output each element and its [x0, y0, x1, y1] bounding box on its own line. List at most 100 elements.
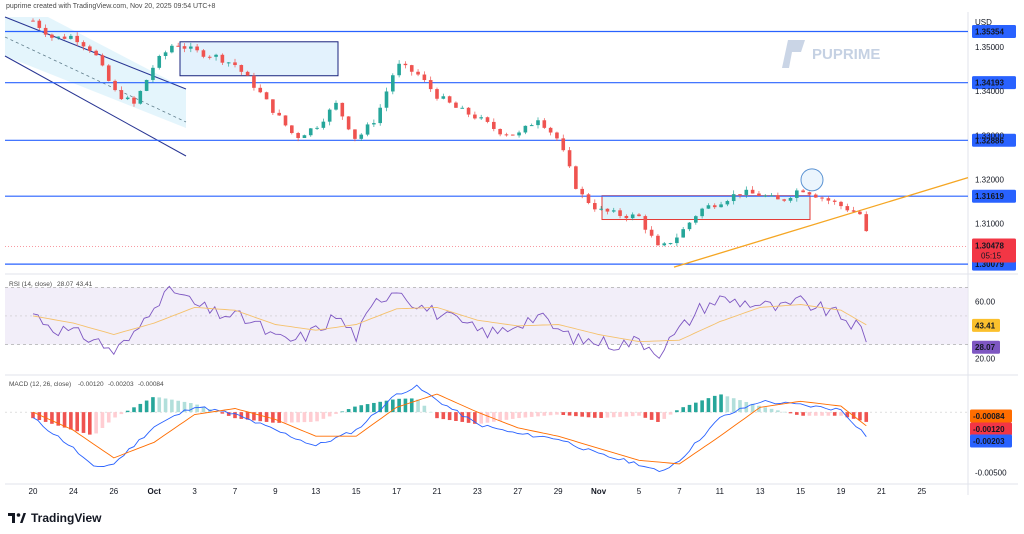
candle-body [252, 75, 256, 88]
candle-body [637, 214, 641, 217]
macd-histogram-bar [618, 412, 622, 417]
candle-body [605, 208, 610, 212]
macd-histogram-bar [132, 407, 136, 413]
macd-histogram-bar [113, 412, 117, 418]
macd-histogram-bar [428, 411, 433, 413]
candle-body [712, 205, 717, 208]
candle-body [138, 90, 143, 104]
candle-body [441, 96, 446, 99]
macd-histogram-bar [757, 405, 761, 413]
macd-histogram-bar [233, 412, 237, 419]
price-level-tag-label: 1.35354 [975, 27, 1004, 36]
candle-body [321, 121, 326, 128]
candle-body [81, 42, 86, 47]
macd-histogram-bar [422, 405, 427, 413]
candle-body [378, 107, 382, 124]
macd-histogram-bar [182, 401, 187, 413]
candle-body [466, 107, 471, 115]
candle-body [801, 190, 805, 193]
candle-body [485, 117, 490, 122]
current-price-label: 1.30478 [975, 242, 1004, 251]
rsi-axis-tick-label: 60.00 [975, 298, 996, 307]
candle-body [738, 194, 742, 196]
macd-histogram-bar [125, 410, 130, 413]
macd-histogram-bar [189, 403, 193, 413]
time-axis-tick-label: Nov [591, 487, 607, 496]
candle-body [529, 125, 534, 127]
macd-histogram-bar [321, 412, 326, 419]
time-axis-tick-label: 25 [917, 487, 926, 496]
candle-body [384, 91, 389, 108]
candle-body [62, 36, 67, 39]
macd-line [32, 384, 867, 472]
macd-histogram-bar [283, 412, 288, 423]
price-level-tag-label: 1.34193 [975, 79, 1004, 88]
macd-histogram-bar [630, 412, 635, 417]
macd-histogram-bar [296, 412, 300, 423]
time-axis-tick-label: 21 [877, 487, 886, 496]
macd-histogram-bar [100, 412, 105, 428]
macd-histogram-bar [561, 412, 566, 415]
candle-body [106, 65, 111, 81]
macd-histogram-bar [479, 412, 483, 424]
candle-body [731, 194, 736, 202]
candle-body [668, 243, 673, 245]
macd-signal-value: -0.00120 [78, 381, 104, 388]
macd-histogram-bar [151, 397, 155, 413]
candle-body [813, 194, 818, 198]
time-axis-tick-label: 29 [554, 487, 563, 496]
candle-body [315, 127, 319, 129]
macd-histogram-bar [523, 412, 528, 418]
time-axis-tick-label: 27 [513, 487, 522, 496]
candle-body [593, 203, 597, 210]
macd-line-value: -0.00203 [108, 381, 134, 388]
candle-body [308, 128, 313, 136]
macd-histogram-bar [226, 412, 231, 416]
macd-histogram-bar [302, 412, 307, 423]
macd-histogram-bar [277, 412, 281, 423]
macd-histogram-bar [738, 400, 742, 413]
time-axis-tick-label: 21 [433, 487, 442, 496]
candle-body [163, 52, 168, 56]
macd-histogram-bar [144, 400, 149, 413]
candle-body [435, 89, 439, 99]
price-level-tag [972, 189, 1016, 203]
candle-body [195, 46, 199, 51]
macd-histogram-value: -0.00084 [138, 381, 164, 388]
candle-body [864, 214, 869, 232]
macd-histogram-bar [473, 412, 477, 424]
candle-body [504, 134, 509, 136]
candle-body [43, 27, 48, 35]
candle-body [548, 127, 553, 133]
macd-histogram-bar [384, 400, 389, 413]
candle-body [643, 216, 648, 230]
puprime-watermark-text: PUPRIME [812, 46, 880, 63]
candle-body [858, 211, 862, 215]
macd-histogram-bar [782, 411, 786, 413]
macd-histogram-bar [858, 412, 862, 421]
candle-body [447, 96, 452, 103]
macd-histogram-bar [372, 402, 376, 413]
macd-histogram-bar [687, 404, 692, 413]
highlight-circle [800, 168, 824, 192]
macd-histogram-bar [50, 412, 54, 424]
candle-body [403, 63, 408, 66]
candle-body [523, 125, 528, 133]
candle-body [302, 135, 307, 139]
candle-body [611, 210, 616, 212]
candle-body [763, 195, 768, 197]
price-level-tag-label: 1.32886 [975, 136, 1004, 145]
macd-histogram [31, 394, 869, 435]
time-axis-tick-label: 3 [192, 487, 197, 496]
candle-body [479, 117, 483, 119]
candle-body [296, 133, 300, 139]
channel-lower-line [4, 55, 187, 157]
candle-body [226, 62, 231, 64]
candle-body [31, 20, 35, 22]
candle-body [832, 200, 837, 202]
candle-body [233, 62, 237, 66]
candle-body [75, 35, 79, 43]
macd-histogram-bar [700, 400, 704, 413]
macd-histogram-bar [574, 412, 578, 417]
